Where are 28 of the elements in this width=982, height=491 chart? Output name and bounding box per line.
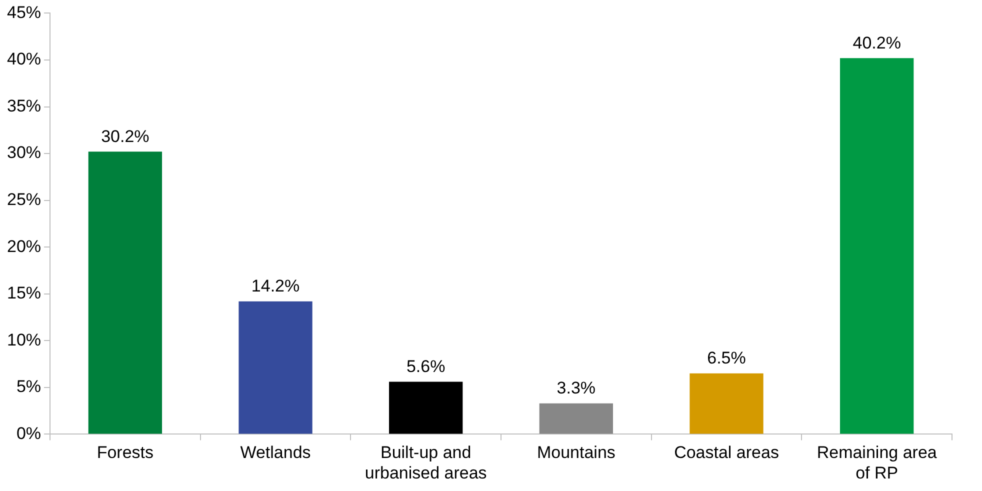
x-tick-label: Built-up and urbanised areas <box>364 443 487 482</box>
data-label: 14.2% <box>251 276 300 296</box>
data-label: 30.2% <box>101 126 150 146</box>
x-tick-label: Mountains <box>536 443 616 462</box>
bar <box>389 382 463 434</box>
bar <box>690 373 764 434</box>
data-label: 40.2% <box>852 33 901 52</box>
y-tick-label: 30% <box>6 143 42 162</box>
bar <box>840 58 914 434</box>
bar <box>88 152 162 434</box>
x-tick-label: Wetlands <box>240 443 311 462</box>
y-tick-label: 0% <box>16 424 42 443</box>
y-tick-label: 5% <box>16 377 42 396</box>
y-tick-label: 15% <box>6 284 42 303</box>
bar <box>238 301 312 434</box>
x-tick-label: Forests <box>96 443 154 462</box>
y-tick-label: 40% <box>6 50 42 69</box>
y-tick-label: 10% <box>6 330 42 350</box>
data-label: 3.3% <box>556 378 596 398</box>
data-label: 6.5% <box>707 348 746 368</box>
data-label: 5.6% <box>406 356 446 376</box>
bar <box>539 403 614 434</box>
y-tick-label: 45% <box>6 2 42 22</box>
x-tick-label: Coastal areas <box>674 443 779 462</box>
y-tick-label: 20% <box>6 236 42 256</box>
x-tick-label: Remaining area of RP <box>816 443 938 482</box>
y-tick-label: 25% <box>6 190 42 209</box>
y-tick-label: 35% <box>6 96 42 116</box>
